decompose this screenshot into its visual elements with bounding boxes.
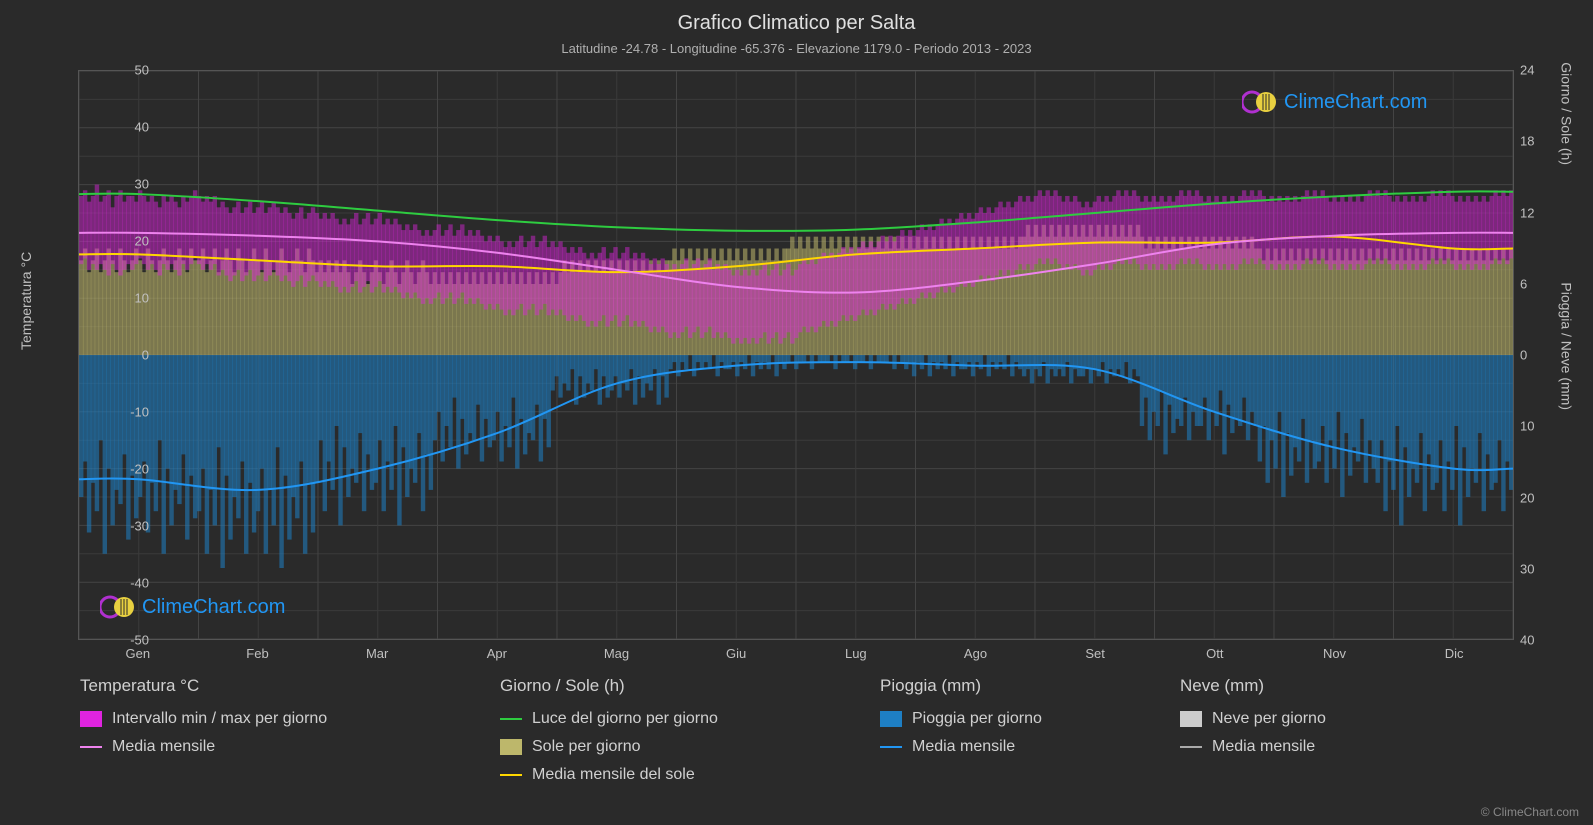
chart-subtitle: Latitudine -24.78 - Longitudine -65.376 … (0, 35, 1593, 56)
legend-col-snow: Neve (mm) Neve per giorno Media mensile (1180, 676, 1480, 784)
y-right-top-tick: 0 (1520, 348, 1580, 363)
watermark-text: ClimeChart.com (1284, 91, 1427, 114)
x-month-tick: Dic (1424, 646, 1484, 661)
legend-item: Media mensile (880, 738, 1180, 756)
watermark-bottom: ClimeChart.com (100, 595, 285, 619)
y-left-tick: -20 (89, 462, 149, 477)
y-right-bottom-tick: 10 (1520, 419, 1580, 434)
x-month-tick: Giu (706, 646, 766, 661)
legend-label: Media mensile (112, 738, 215, 756)
plot-area (78, 70, 1514, 640)
legend-label: Media mensile (1212, 738, 1315, 756)
swatch-icon (880, 711, 902, 727)
legend-label: Sole per giorno (532, 738, 641, 756)
line-swatch-icon (1180, 746, 1202, 748)
legend: Temperatura °C Intervallo min / max per … (80, 676, 1516, 784)
climechart-logo-icon (100, 595, 136, 619)
chart-title: Grafico Climatico per Salta (0, 0, 1593, 35)
legend-header: Neve (mm) (1180, 676, 1480, 696)
plot-svg (79, 71, 1513, 639)
copyright-text: © ClimeChart.com (1481, 805, 1579, 819)
legend-label: Media mensile (912, 738, 1015, 756)
watermark-top: ClimeChart.com (1242, 90, 1427, 114)
legend-item: Sole per giorno (500, 738, 880, 756)
legend-item: Media mensile (1180, 738, 1480, 756)
legend-label: Media mensile del sole (532, 766, 695, 784)
legend-item: Media mensile del sole (500, 766, 880, 784)
x-month-tick: Set (1065, 646, 1125, 661)
legend-label: Intervallo min / max per giorno (112, 710, 327, 728)
swatch-icon (500, 739, 522, 755)
line-swatch-icon (500, 718, 522, 720)
legend-header: Temperatura °C (80, 676, 500, 696)
y-left-tick: 10 (89, 291, 149, 306)
legend-header: Pioggia (mm) (880, 676, 1180, 696)
y-axis-right-bottom-label: Pioggia / Neve (mm) (1559, 282, 1575, 410)
legend-item: Luce del giorno per giorno (500, 710, 880, 728)
y-left-tick: 50 (89, 63, 149, 78)
legend-item: Pioggia per giorno (880, 710, 1180, 728)
y-right-top-tick: 12 (1520, 205, 1580, 220)
line-swatch-icon (500, 774, 522, 776)
legend-col-rain: Pioggia (mm) Pioggia per giorno Media me… (880, 676, 1180, 784)
x-month-tick: Nov (1305, 646, 1365, 661)
line-swatch-icon (80, 746, 102, 748)
y-right-bottom-tick: 40 (1520, 633, 1580, 648)
x-month-tick: Lug (826, 646, 886, 661)
y-right-top-tick: 18 (1520, 134, 1580, 149)
x-month-tick: Ott (1185, 646, 1245, 661)
x-month-tick: Apr (467, 646, 527, 661)
y-left-tick: 30 (89, 177, 149, 192)
legend-label: Luce del giorno per giorno (532, 710, 718, 728)
x-month-tick: Ago (946, 646, 1006, 661)
y-left-tick: -40 (89, 576, 149, 591)
legend-header: Giorno / Sole (h) (500, 676, 880, 696)
y-left-tick: -30 (89, 519, 149, 534)
legend-item: Intervallo min / max per giorno (80, 710, 500, 728)
legend-label: Neve per giorno (1212, 710, 1326, 728)
y-axis-left-label: Temperatura °C (18, 252, 34, 350)
legend-col-daylight: Giorno / Sole (h) Luce del giorno per gi… (500, 676, 880, 784)
watermark-text: ClimeChart.com (142, 596, 285, 619)
y-right-top-tick: 24 (1520, 63, 1580, 78)
y-right-bottom-tick: 20 (1520, 490, 1580, 505)
y-right-bottom-tick: 30 (1520, 561, 1580, 576)
x-month-tick: Mag (587, 646, 647, 661)
y-left-tick: 40 (89, 120, 149, 135)
legend-col-temperature: Temperatura °C Intervallo min / max per … (80, 676, 500, 784)
legend-item: Neve per giorno (1180, 710, 1480, 728)
legend-item: Media mensile (80, 738, 500, 756)
x-month-tick: Mar (347, 646, 407, 661)
y-axis-right-top-label: Giorno / Sole (h) (1559, 62, 1575, 165)
y-left-tick: 0 (89, 348, 149, 363)
swatch-icon (1180, 711, 1202, 727)
y-right-top-tick: 6 (1520, 276, 1580, 291)
x-month-tick: Feb (228, 646, 288, 661)
y-left-tick: -10 (89, 405, 149, 420)
legend-label: Pioggia per giorno (912, 710, 1042, 728)
swatch-icon (80, 711, 102, 727)
climechart-logo-icon (1242, 90, 1278, 114)
line-swatch-icon (880, 746, 902, 748)
y-left-tick: 20 (89, 234, 149, 249)
x-month-tick: Gen (108, 646, 168, 661)
